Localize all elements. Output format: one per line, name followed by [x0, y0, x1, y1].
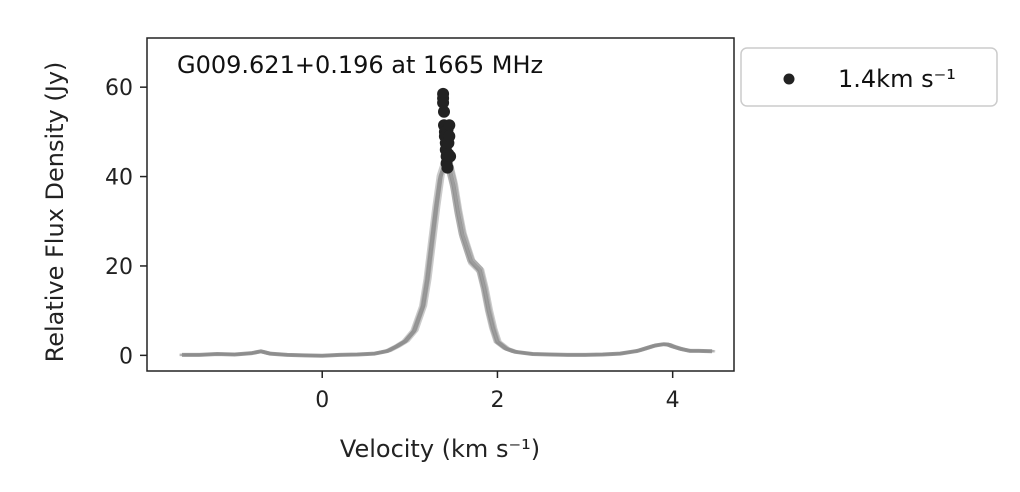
maser-point	[443, 130, 456, 143]
maser-point	[438, 105, 450, 118]
y-tick-label: 0	[119, 344, 133, 369]
x-tick-label: 4	[666, 388, 680, 413]
legend-marker	[783, 73, 795, 85]
x-axis-label: Velocity (km s⁻¹)	[340, 435, 540, 463]
maser-point	[443, 119, 456, 132]
legend-box	[740, 47, 998, 107]
legend-label: 1.4km s⁻¹	[838, 65, 956, 93]
maser-point	[437, 96, 450, 109]
spectra-layer	[179, 156, 716, 358]
spectrum-line	[185, 159, 716, 358]
y-tick-label: 60	[105, 76, 133, 101]
maser-point	[441, 161, 454, 174]
spectrum-line	[182, 161, 713, 358]
x-tick-label: 0	[315, 388, 329, 413]
y-tick-label: 20	[105, 255, 133, 280]
y-axis-label: Relative Flux Density (Jy)	[41, 62, 69, 363]
x-tick-label: 2	[490, 388, 504, 413]
y-tick-label: 40	[105, 166, 133, 191]
plot-frame	[146, 37, 735, 372]
spectrum-line	[183, 156, 714, 358]
spectrum-line	[179, 160, 710, 358]
legend: 1.4km s⁻¹	[740, 47, 998, 107]
maser-point	[444, 150, 457, 163]
spectrum-line	[180, 165, 711, 358]
maser-points-layer	[437, 87, 457, 174]
chart-title: G009.621+0.196 at 1665 MHz	[177, 51, 543, 79]
